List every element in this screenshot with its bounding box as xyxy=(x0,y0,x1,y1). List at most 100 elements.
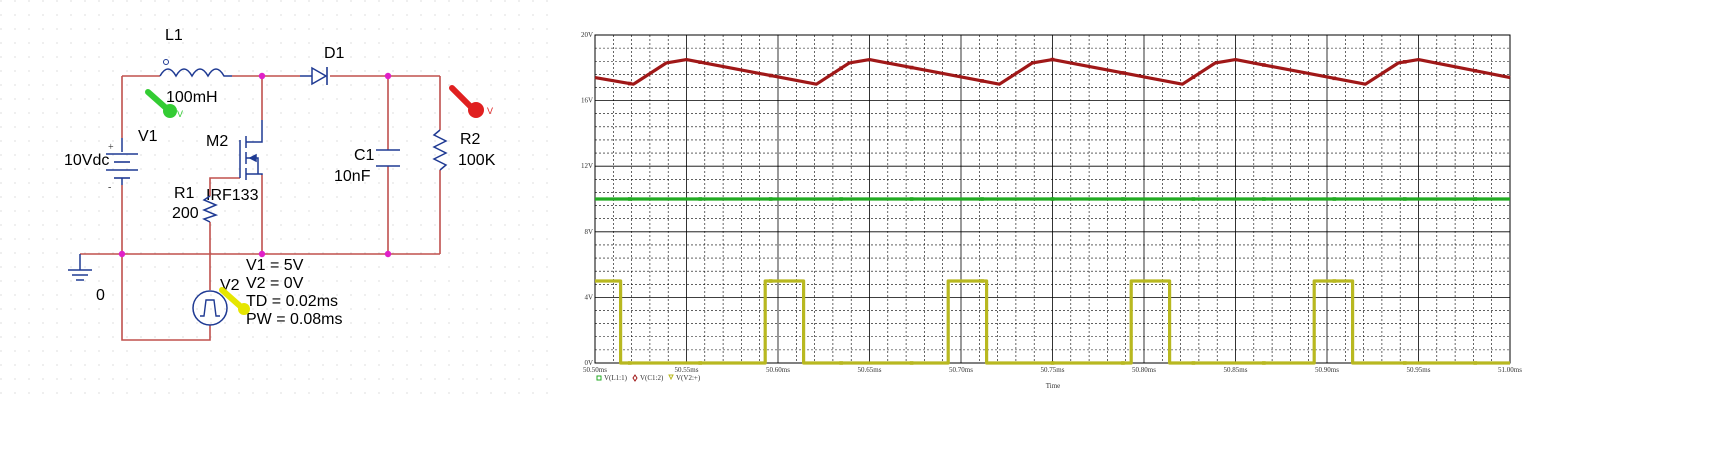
v1-value: 10Vdc xyxy=(64,152,109,169)
series-point xyxy=(698,197,703,201)
series-line-1 xyxy=(594,57,1511,86)
mosfet-m2[interactable]: M2 IRF133 xyxy=(206,120,263,204)
r1-value: 200 xyxy=(172,205,199,222)
series-line-2 xyxy=(595,279,1510,365)
series-point xyxy=(1262,63,1266,67)
series-point xyxy=(698,361,703,365)
series-point xyxy=(1262,361,1266,365)
series-point xyxy=(839,361,843,365)
r2-value: 100K xyxy=(458,152,496,169)
probe-yellow[interactable] xyxy=(219,287,250,315)
d1-name: D1 xyxy=(324,45,345,62)
series-point xyxy=(627,197,632,201)
ground-symbol[interactable]: 0 xyxy=(68,254,105,304)
plot-tick-labels: 50.50ms 50.55ms 50.60ms 50.65ms 50.70ms 50.75… xyxy=(581,31,1522,374)
r2-name: R2 xyxy=(460,131,481,148)
series-point xyxy=(627,361,632,365)
x-axis-label: Time xyxy=(1046,382,1061,390)
capacitor-c1[interactable]: C1 10nF xyxy=(334,147,400,185)
series-point xyxy=(1332,197,1337,201)
diode-d1[interactable]: D1 xyxy=(300,45,345,86)
x-tick-label: 50.75ms xyxy=(1041,366,1065,374)
series-point xyxy=(1191,75,1196,79)
v1-plus: + xyxy=(108,142,114,153)
m2-model: IRF133 xyxy=(206,187,259,204)
series-point xyxy=(768,73,773,78)
series-point xyxy=(839,197,843,201)
boost-converter-schematic: L1 100mH D1 V1 10Vdc + - M2 IRF133 xyxy=(0,0,560,400)
series-point xyxy=(1332,279,1337,283)
m2-name: M2 xyxy=(206,133,228,150)
series-point xyxy=(1332,76,1337,81)
v1-name: V1 xyxy=(138,128,158,145)
series-point xyxy=(698,60,703,64)
x-tick-label: 50.95ms xyxy=(1407,366,1431,374)
series-point xyxy=(1050,57,1055,62)
resistor-r2[interactable]: R2 100K xyxy=(432,129,496,171)
probe-green-label: V xyxy=(177,109,183,119)
x-tick-label: 50.90ms xyxy=(1315,366,1339,374)
series-point xyxy=(1262,197,1266,201)
x-tick-label: 50.65ms xyxy=(858,366,882,374)
x-tick-label: 50.80ms xyxy=(1132,366,1156,374)
series-point xyxy=(1473,197,1478,201)
x-tick-label: 50.60ms xyxy=(766,366,790,374)
schematic-grid xyxy=(0,0,560,400)
l1-value: 100mH xyxy=(166,89,218,106)
y-tick-label: 12V xyxy=(581,162,593,170)
x-tick-label: 50.50ms xyxy=(583,366,607,374)
inductor-l1[interactable]: L1 100mH xyxy=(159,27,232,106)
series-point xyxy=(1050,197,1055,201)
v2-param-td: TD = 0.02ms xyxy=(246,293,338,310)
x-tick-label: 51.00ms xyxy=(1498,366,1522,374)
y-tick-label: 16V xyxy=(581,97,593,105)
c1-name: C1 xyxy=(354,147,375,164)
series-point xyxy=(839,66,843,71)
pulse-source-v2[interactable]: V2 V1 = 5V V2 = 0V TD = 0.02ms PW = 0.08… xyxy=(192,257,342,328)
ground-label: 0 xyxy=(96,287,105,304)
series-point xyxy=(1121,361,1125,365)
series-point xyxy=(1473,68,1478,73)
series-point xyxy=(909,65,914,70)
y-tick-label: 20V xyxy=(581,31,593,39)
probe-red-label: V xyxy=(487,106,493,116)
legend-marker xyxy=(668,374,674,381)
series-point xyxy=(909,361,914,365)
legend-entry: V(L1:1) xyxy=(604,374,628,382)
series-point xyxy=(627,81,632,86)
series-point xyxy=(1402,361,1407,365)
y-tick-label: 4V xyxy=(584,293,593,301)
x-tick-label: 50.55ms xyxy=(675,366,699,374)
series-point xyxy=(1050,361,1055,365)
series-point xyxy=(1191,361,1196,365)
y-tick-label: 0V xyxy=(584,359,593,367)
series-point xyxy=(768,279,773,283)
series-point xyxy=(980,79,984,83)
series-point xyxy=(1402,197,1407,201)
l1-name: L1 xyxy=(165,27,183,44)
probe-green[interactable]: V xyxy=(145,89,183,119)
probe-red[interactable]: V xyxy=(449,85,493,118)
junction-nodes xyxy=(118,72,392,258)
r1-name: R1 xyxy=(174,185,195,202)
series-point xyxy=(768,197,773,201)
plot-legend: V(L1:1) V(C1:2) V(V2:+) xyxy=(596,374,701,382)
plot-series xyxy=(594,57,1511,365)
v1-minus: - xyxy=(108,182,111,193)
legend-entry: V(C1:2) xyxy=(640,374,664,382)
dc-source-v1[interactable]: V1 10Vdc + - xyxy=(64,128,158,193)
series-point xyxy=(909,197,914,201)
v2-param-pw: PW = 0.08ms xyxy=(246,311,342,328)
x-tick-label: 50.70ms xyxy=(949,366,973,374)
c1-value: 10nF xyxy=(334,168,371,185)
legend-marker xyxy=(596,375,602,381)
series-point xyxy=(980,279,984,283)
series-point xyxy=(1402,60,1407,64)
x-tick-label: 50.85ms xyxy=(1224,366,1248,374)
legend-entry: V(V2:+) xyxy=(676,374,701,382)
series-point xyxy=(1121,197,1125,201)
legend-marker xyxy=(632,374,638,382)
v2-param-v1: V1 = 5V xyxy=(246,257,304,274)
resistor-r1[interactable]: R1 200 xyxy=(172,185,219,223)
